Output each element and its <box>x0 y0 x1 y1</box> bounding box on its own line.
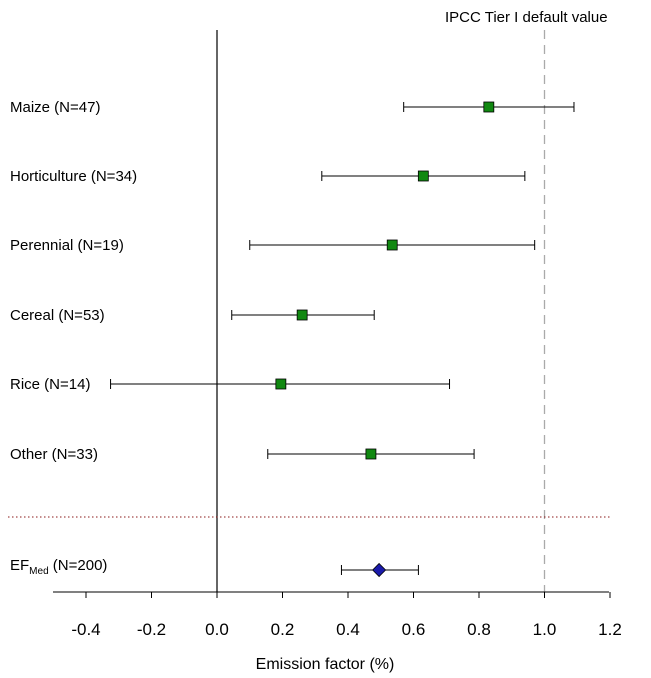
x-axis-title: Emission factor (%) <box>256 656 395 673</box>
category-label: Maize (N=47) <box>10 99 100 116</box>
category-1-estimate-marker <box>417 170 429 182</box>
summary-label-subscript: Med <box>29 566 48 577</box>
category-label: Perennial (N=19) <box>10 237 124 254</box>
category-4-estimate-marker <box>275 378 287 390</box>
category-3-group <box>231 309 375 321</box>
category-4-group <box>110 378 451 390</box>
category-3-estimate-marker <box>296 309 308 321</box>
grid-layer <box>8 30 611 592</box>
summary-estimate-marker <box>372 562 387 578</box>
summary-label-main: EF <box>10 557 29 574</box>
category-1-group <box>321 170 526 182</box>
category-label: Other (N=33) <box>10 446 98 463</box>
category-2-estimate-marker <box>386 239 398 251</box>
category-label: Cereal (N=53) <box>10 307 105 324</box>
x-axis: -0.4 -0.2 0.0 0.2 0.4 0.6 0.8 1.0 1.2 <box>53 591 622 639</box>
x-tick-label: 0.6 <box>402 620 426 639</box>
summary-label-rest: (N=200) <box>49 557 108 574</box>
reference-line-label: IPCC Tier I default value <box>445 9 608 26</box>
x-tick-label: 0.2 <box>271 620 295 639</box>
x-tick-label: 1.2 <box>598 620 622 639</box>
category-0-estimate-marker <box>483 101 495 113</box>
category-0-group <box>403 101 575 113</box>
x-tick-label: 0.8 <box>467 620 491 639</box>
x-tick-label: 1.0 <box>533 620 557 639</box>
category-label: Rice (N=14) <box>10 376 90 393</box>
category-label: Horticulture (N=34) <box>10 168 137 185</box>
summary-group <box>340 562 419 578</box>
x-tick-label: -0.4 <box>71 620 100 639</box>
rows-layer: Maize (N=47) Horticulture (N=34) Perennial… <box>10 99 575 578</box>
summary-label: EFMed (N=200) <box>10 557 107 577</box>
category-2-group <box>249 239 536 251</box>
x-tick-label: 0.4 <box>336 620 360 639</box>
x-tick-label: 0.0 <box>205 620 229 639</box>
x-tick-label: -0.2 <box>137 620 166 639</box>
category-5-estimate-marker <box>365 448 377 460</box>
category-5-group <box>267 448 475 460</box>
